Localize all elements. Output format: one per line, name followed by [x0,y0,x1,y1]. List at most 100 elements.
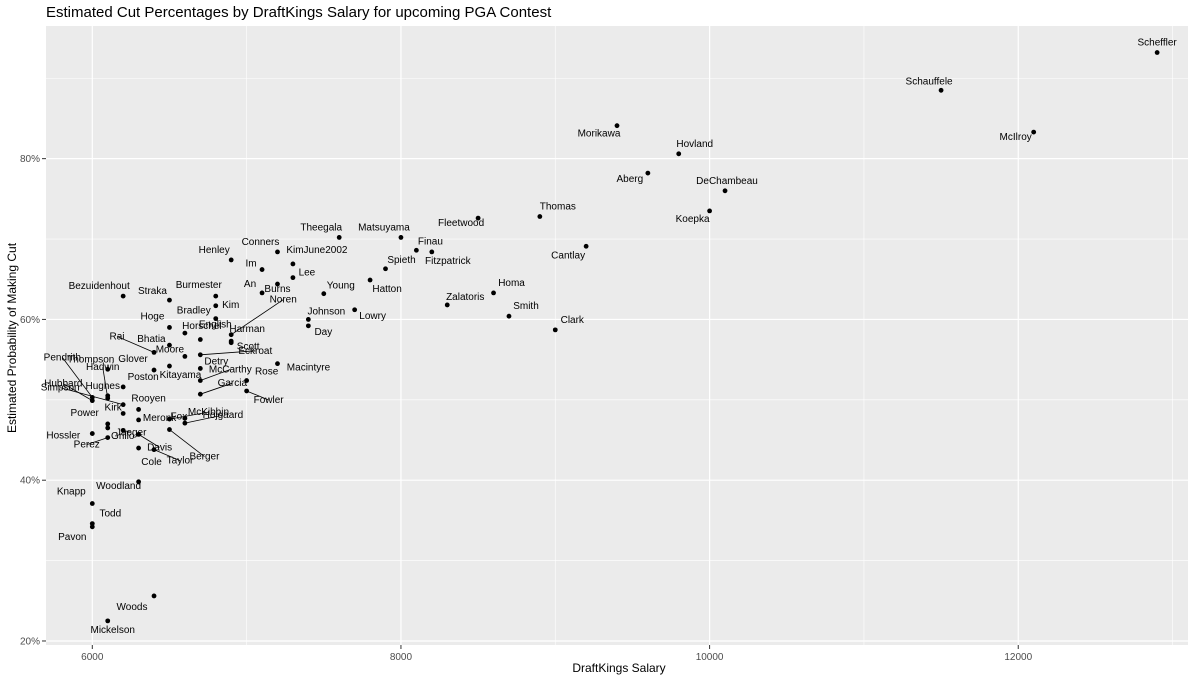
data-point [321,291,327,297]
point-label: Morikawa [578,129,621,140]
point-label: KimJune2002 [286,245,348,256]
data-point [105,366,111,372]
label-leader-line [184,414,223,424]
data-point [352,307,358,313]
point-label: Clark [561,315,585,326]
data-point [167,342,172,348]
point-label: McIlroy [1000,132,1032,143]
point-label: Fleetwood [438,218,484,229]
data-point [305,317,311,322]
data-point [105,618,111,624]
point-label: Johnson [307,306,345,317]
data-point [383,266,388,272]
data-point [290,261,296,267]
data-point [707,208,712,214]
data-point [197,366,203,371]
point-label: Grillo [111,431,135,442]
data-point [167,297,172,303]
point-label: Finau [418,236,443,247]
label-leader-line [230,299,284,336]
data-point [167,416,172,422]
data-point [213,303,219,309]
data-point [182,420,188,426]
data-point [89,431,95,436]
data-point [259,267,265,272]
point-label: Garcia [218,378,248,389]
data-point [167,363,172,369]
point-label: Fowler [254,395,285,406]
data-point [1154,50,1160,55]
point-label: Hughes [85,381,119,392]
data-point [105,425,111,431]
point-label: Fox [171,411,188,422]
point-label: Straka [138,286,167,297]
data-point [537,214,543,219]
point-label: Fitzpatrick [425,256,472,267]
point-label: Cole [141,457,162,468]
point-label: Cantlay [551,250,585,261]
point-label: Burmester [176,280,223,291]
point-label: Rose [255,367,279,378]
label-leader-line [138,434,160,448]
data-point [197,391,203,397]
point-label: Scott [237,342,260,353]
data-point [136,407,141,412]
data-point [120,293,126,299]
point-label: Hoge [141,311,165,322]
point-label: Henley [199,245,230,256]
plot-panel [46,26,1188,645]
point-label: Horschel [182,321,221,332]
point-label: Davis [147,442,172,453]
point-label: Rai [110,331,125,342]
data-point [275,281,280,287]
point-label: Thompson [67,354,114,365]
label-leader-line [200,350,256,356]
chart-title: Estimated Cut Percentages by DraftKings … [46,4,552,21]
x-tick-label: 8000 [390,652,413,663]
point-label: Noren [270,295,297,306]
point-label: Hubbard [44,379,82,390]
point-label: Perez [74,440,100,451]
data-point [197,337,203,342]
data-point [429,249,435,255]
point-label: Detry [204,356,228,367]
x-tick-label: 12000 [1004,652,1032,663]
point-label: Knapp [57,487,86,498]
data-point [614,123,620,129]
data-point [136,417,141,423]
point-label: Woodland [96,481,141,492]
data-point [305,323,311,329]
point-label: Hossler [46,431,81,442]
data-point [228,332,234,338]
point-label: Theegala [300,222,342,233]
point-label: Spieth [387,255,415,266]
grid-layer [46,26,1188,645]
y-tick-label: 80% [20,154,40,165]
data-point [444,302,450,308]
data-point [182,330,188,336]
data-point [228,257,234,263]
data-point [645,170,651,176]
point-label: Matsuyama [358,222,410,233]
data-point [197,352,203,358]
label-leader-line [246,390,269,401]
data-point [506,313,512,319]
point-label: Kitayama [160,370,202,381]
point-label: Moore [156,344,185,355]
point-label: Thomas [540,202,576,213]
point-label: Todd [99,509,121,520]
label-leader-line [169,411,209,420]
point-label: Simpson [41,383,80,394]
data-point [136,479,141,485]
data-point [336,235,342,240]
data-point [213,316,219,322]
data-point [105,435,111,440]
data-point [259,290,265,296]
data-point [105,421,111,427]
data-point [722,188,728,194]
point-label: Harman [229,324,265,335]
data-point [413,247,419,253]
point-label: Lowry [359,311,386,322]
label-leader-line [200,369,231,381]
